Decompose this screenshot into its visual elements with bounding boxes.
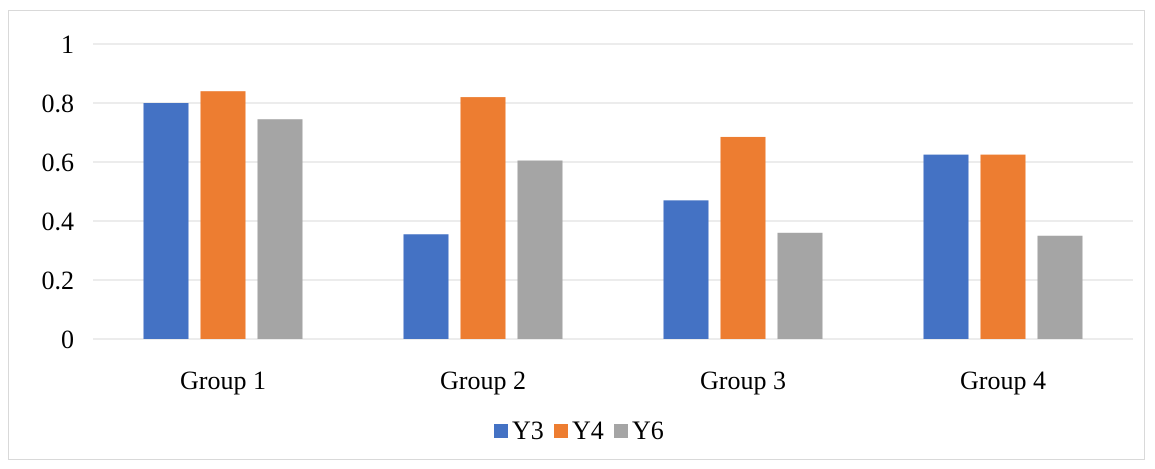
y-axis-tick-labels: 0 0.2 0.4 0.6 0.8 1 bbox=[42, 30, 75, 354]
legend-swatch bbox=[494, 424, 508, 438]
bar-y3-1 bbox=[143, 103, 189, 339]
gridlines bbox=[93, 43, 1133, 340]
bar-y3-2 bbox=[403, 234, 449, 339]
legend-item-y3: Y3 bbox=[494, 416, 544, 445]
x-tick-label: Group 2 bbox=[440, 366, 526, 395]
legend-item-y6: Y6 bbox=[614, 416, 664, 445]
legend-item-y4: Y4 bbox=[554, 416, 604, 445]
x-tick-label: Group 4 bbox=[960, 366, 1046, 395]
bars bbox=[143, 91, 1083, 339]
bar-y3-3 bbox=[663, 200, 709, 339]
bar-y4-2 bbox=[460, 97, 506, 339]
y-tick-label: 1 bbox=[61, 30, 74, 59]
bar-y4-1 bbox=[200, 91, 246, 339]
bar-y3-4 bbox=[923, 154, 969, 339]
legend: Y3 Y4 Y6 bbox=[494, 416, 664, 445]
bar-y6-3 bbox=[777, 232, 823, 339]
bar-y4-4 bbox=[980, 154, 1026, 339]
y-tick-label: 0.8 bbox=[42, 89, 75, 118]
y-tick-label: 0.4 bbox=[42, 207, 75, 236]
legend-label: Y3 bbox=[512, 416, 544, 445]
x-tick-label: Group 3 bbox=[700, 366, 786, 395]
x-tick-label: Group 1 bbox=[180, 366, 266, 395]
bar-y4-3 bbox=[720, 136, 766, 339]
bar-y6-2 bbox=[517, 160, 563, 339]
bar-y6-1 bbox=[257, 119, 303, 339]
x-axis-tick-labels: Group 1 Group 2 Group 3 Group 4 bbox=[180, 366, 1046, 395]
legend-swatch bbox=[554, 424, 568, 438]
legend-label: Y4 bbox=[572, 416, 604, 445]
y-tick-label: 0.2 bbox=[42, 266, 75, 295]
bar-y6-4 bbox=[1037, 235, 1083, 339]
y-tick-label: 0.6 bbox=[42, 148, 75, 177]
y-tick-label: 0 bbox=[61, 325, 74, 354]
legend-label: Y6 bbox=[632, 416, 664, 445]
legend-swatch bbox=[614, 424, 628, 438]
